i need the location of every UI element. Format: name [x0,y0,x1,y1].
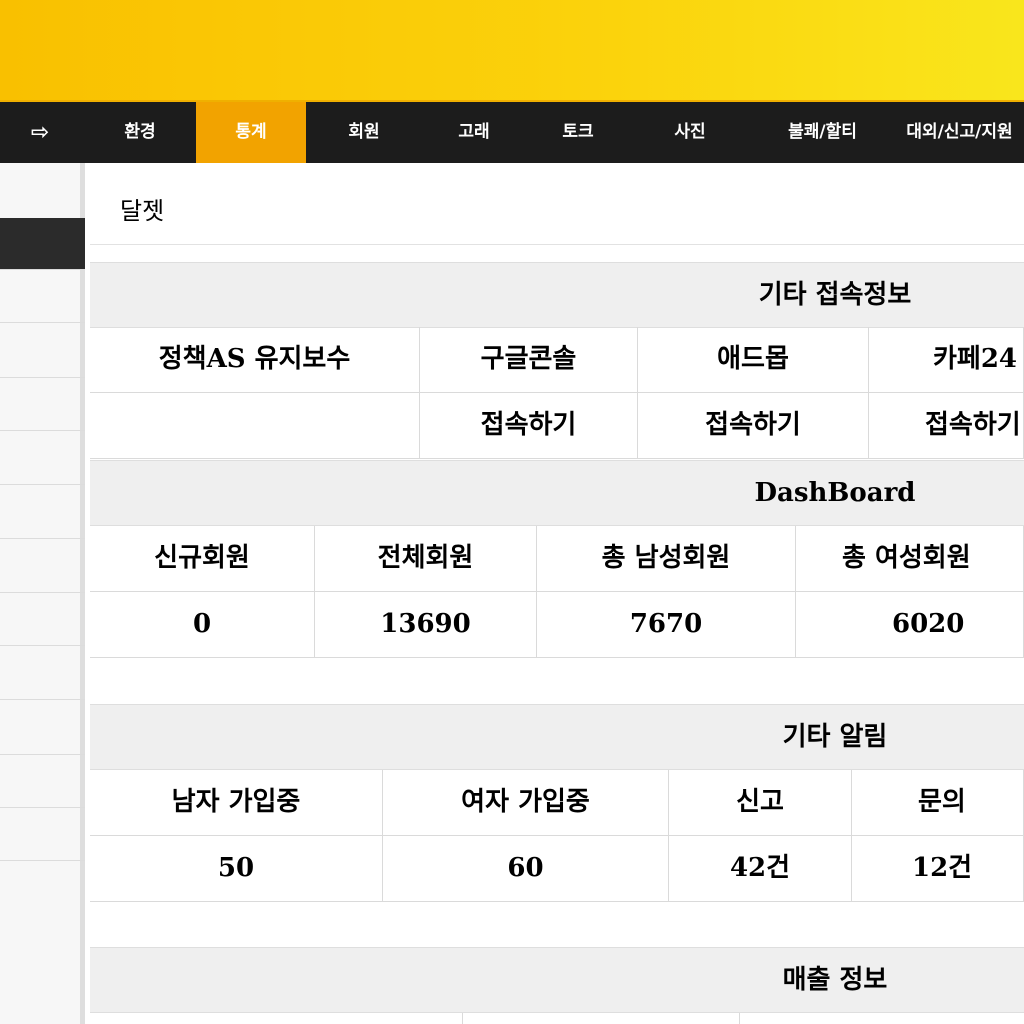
nav-item-report[interactable]: 불쾌/할티 [788,122,857,142]
nav-item-whale[interactable]: 고래 [458,122,490,142]
nav-item-photo[interactable]: 사진 [674,122,706,142]
nav-item-talk[interactable]: 토크 [562,122,594,142]
nav-item-support[interactable]: 대외/신고/지원 [906,122,1013,142]
alerts-header: 신고 [669,770,852,836]
sales-cell [463,1013,740,1024]
sales-cell [90,1013,463,1024]
section-title: 매출 정보 [782,965,888,995]
sales-section-header: 매출 정보 [90,947,1024,1013]
sidebar-item[interactable] [0,646,85,700]
connect-link[interactable]: 접속하기 [638,393,869,459]
sidebar-item[interactable] [0,539,85,593]
alerts-value: 50 [90,836,383,902]
sidebar-item[interactable] [0,700,85,755]
dashboard-value: 6020 [796,592,1024,658]
dashboard-header: 전체회원 [315,526,537,592]
section-title: 기타 알림 [782,722,888,752]
page-title: 달젯 [120,197,165,225]
sidebar-item[interactable] [0,323,85,378]
sidebar-item[interactable] [0,485,85,539]
nav-item-settings[interactable]: 환경 [124,122,156,142]
dashboard-header: 총 남성회원 [537,526,796,592]
access-header: 애드몹 [638,327,869,393]
alerts-header: 남자 가입중 [90,770,383,836]
sidebar [0,163,85,1024]
nav-item-stats[interactable]: 통계 [196,102,306,163]
connect-link[interactable]: 접속하기 [869,393,1024,459]
sidebar-item[interactable] [0,270,85,323]
alerts-value: 60 [383,836,669,902]
sidebar-item[interactable] [0,593,85,646]
alerts-section-header: 기타 알림 [90,704,1024,770]
nav-item-members[interactable]: 회원 [348,122,380,142]
sidebar-item-active[interactable] [0,218,85,270]
connect-link[interactable]: 접속하기 [420,393,638,459]
sidebar-item[interactable] [0,431,85,485]
access-link-empty [90,393,420,459]
alerts-value[interactable]: 12건 [852,836,1024,902]
access-header: 정책AS 유지보수 [90,327,420,393]
dashboard-header: 총 여성회원 [796,526,1024,592]
access-section-header: 기타 접속정보 [90,262,1024,328]
alerts-value[interactable]: 42건 [669,836,852,902]
access-header: 구글콘솔 [420,327,638,393]
sidebar-item[interactable] [0,378,85,431]
section-title: 기타 접속정보 [758,280,912,310]
alerts-header: 문의 [852,770,1024,836]
main-content: 달젯 기타 접속정보 정책AS 유지보수 구글콘솔 애드몹 카페24 접속하기 … [90,163,1024,1024]
section-title: DashBoard [754,478,916,508]
dashboard-value: 0 [90,592,315,658]
divider [90,244,1024,245]
dashboard-value: 13690 [315,592,537,658]
header-banner [0,0,1024,100]
sidebar-item[interactable] [0,808,85,861]
dashboard-value: 7670 [537,592,796,658]
dashboard-header: 신규회원 [90,526,315,592]
access-header: 카페24 [869,327,1024,393]
alerts-header: 여자 가입중 [383,770,669,836]
sign-out-icon[interactable]: ⇨ [30,120,50,145]
sidebar-item[interactable] [0,755,85,808]
top-nav: ⇨ 환경 통계 회원 고래 토크 사진 불쾌/할티 대외/신고/지원 [0,100,1024,163]
dashboard-section-header: DashBoard [90,460,1024,526]
